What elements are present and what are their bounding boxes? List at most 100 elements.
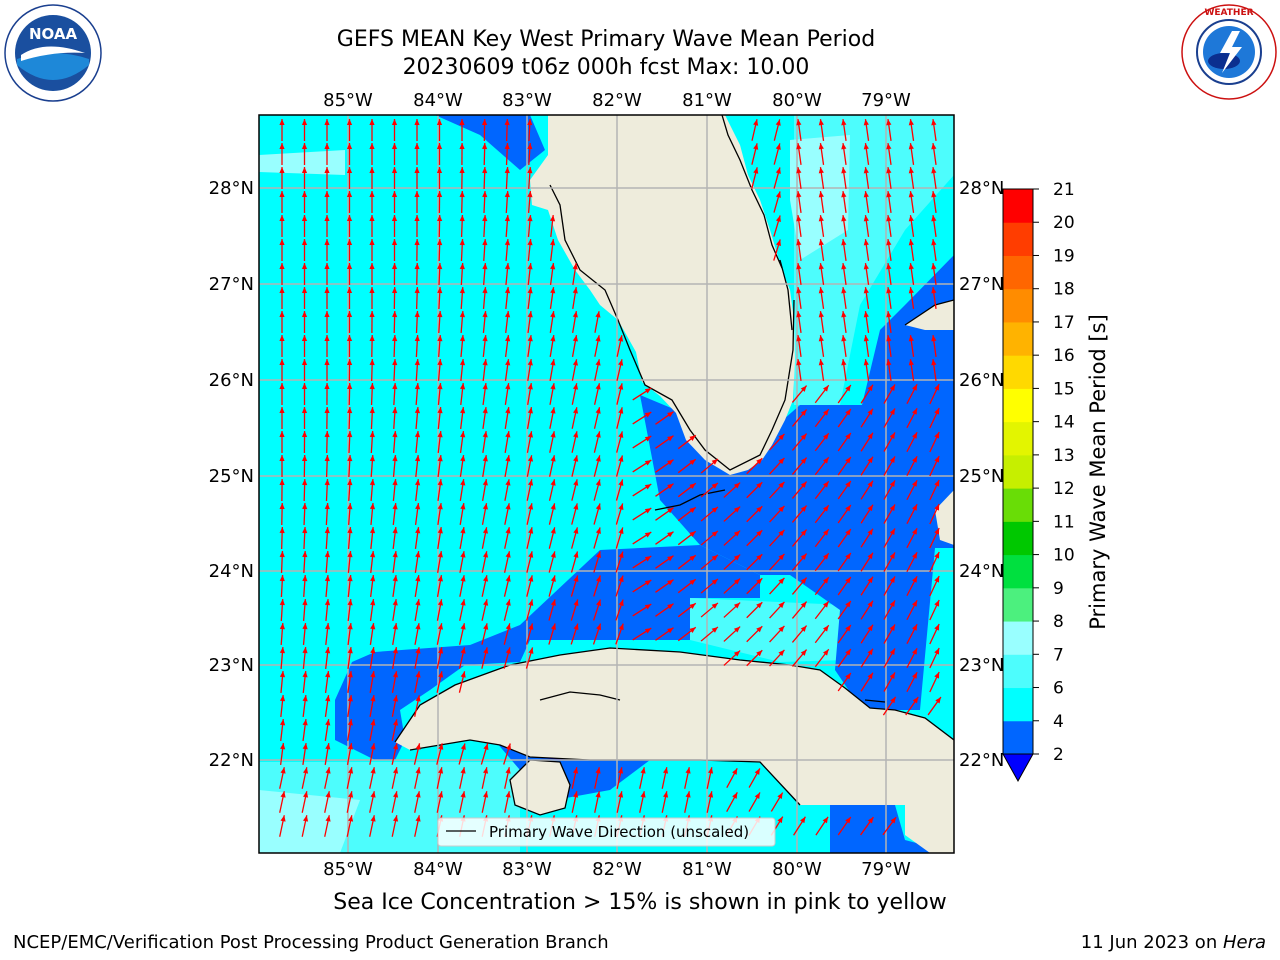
wave-arrow [726, 768, 738, 788]
wave-arrow [655, 483, 674, 497]
wave-arrow [459, 214, 465, 238]
wave-arrow [791, 433, 808, 451]
wave-arrow [324, 311, 330, 333]
wave-arrow [347, 623, 353, 645]
wave-arrow [723, 650, 741, 666]
wave-arrow [346, 358, 353, 382]
wave-arrow [929, 431, 940, 453]
wave-arrow [931, 215, 937, 237]
wave-arrow [615, 479, 624, 501]
wave-arrow [526, 407, 533, 429]
wave-arrow [504, 310, 511, 334]
wave-arrow [837, 576, 852, 596]
wave-arrow [279, 670, 286, 694]
wave-arrow [616, 407, 624, 429]
footer-credit: NCEP/EMC/Verification Post Processing Pr… [13, 932, 609, 953]
wave-arrow [860, 624, 874, 644]
wave-arrow [437, 238, 443, 262]
wave-direction-arrows [279, 118, 942, 837]
wave-arrow [459, 286, 465, 310]
wave-arrow [793, 816, 806, 836]
wave-arrow [369, 382, 375, 406]
wave-arrow [346, 791, 354, 813]
wave-arrow [818, 311, 825, 333]
colorbar: 2 4 6 7 8 9 10 11 12 13 14 15 16 17 18 19 20 21 [1002, 180, 1075, 783]
wave-arrow [632, 531, 652, 545]
wave-arrow [571, 479, 579, 501]
wave-arrow [814, 384, 830, 404]
wave-arrow [504, 479, 511, 501]
wave-arrow [818, 263, 825, 285]
wave-arrow [769, 457, 785, 475]
wave-arrow [392, 382, 398, 406]
wave-arrow [347, 406, 353, 430]
colorbar-tick-label: 18 [1053, 280, 1075, 300]
wave-arrow [773, 215, 781, 237]
wave-arrow [594, 791, 601, 813]
wave-arrow [504, 142, 510, 166]
wave-arrow [906, 479, 918, 501]
wave-arrow [302, 526, 308, 550]
wave-arrow [791, 577, 808, 595]
wave-arrow [347, 695, 353, 717]
wave-arrow [346, 287, 353, 309]
wave-arrow [302, 478, 308, 502]
wave-arrow [791, 625, 808, 643]
wave-arrow [746, 553, 763, 571]
wave-arrow [324, 167, 330, 189]
wave-arrow [324, 263, 330, 285]
wave-arrow [503, 647, 511, 669]
wave-arrow [279, 598, 285, 622]
wave-arrow [723, 506, 741, 522]
wave-arrow [571, 383, 579, 405]
colorbar-bin [1003, 720, 1033, 755]
wave-arrow [301, 167, 308, 189]
wave-arrow [324, 719, 331, 741]
wave-arrow [504, 238, 511, 262]
wave-arrow [886, 167, 892, 189]
wave-arrow [324, 119, 330, 141]
wave-arrow [748, 792, 761, 812]
wave-arrow [931, 335, 937, 357]
wave-arrow [504, 383, 511, 405]
wave-arrow [482, 383, 488, 405]
wave-arrow [391, 262, 398, 286]
wave-arrow [279, 407, 285, 429]
wave-arrow [414, 167, 420, 189]
wave-arrow [482, 238, 488, 262]
wave-arrow [437, 406, 443, 430]
wave-arrow [796, 167, 802, 189]
wave-arrow [437, 214, 443, 238]
lat-label-right: 25°N [959, 466, 1004, 487]
wave-arrow [837, 648, 852, 668]
wave-arrow [347, 719, 353, 741]
lat-labels-right: 28°N 27°N 26°N 25°N 24°N 23°N 22°N [959, 178, 1004, 771]
wave-arrow [841, 191, 847, 213]
wave-arrow [301, 215, 308, 237]
wave-arrow [414, 143, 420, 165]
wave-arrow [504, 118, 510, 142]
wave-arrow [549, 311, 556, 333]
wave-arrow [347, 574, 353, 598]
wave-arrow [837, 552, 852, 572]
wave-arrow [883, 480, 896, 500]
wave-arrow [616, 767, 624, 789]
wave-arrow [459, 190, 465, 214]
wave-arrow [746, 625, 763, 643]
colorbar-tick-label: 9 [1053, 579, 1064, 599]
wave-arrow [814, 576, 830, 596]
wave-arrow [301, 239, 308, 261]
wave-arrow [503, 743, 511, 765]
wave-arrow [302, 646, 308, 670]
wave-arrow [746, 481, 763, 499]
wave-arrow [700, 554, 719, 570]
wave-arrow [860, 432, 874, 452]
svg-text:WEATHER: WEATHER [1204, 8, 1253, 18]
wave-arrow [863, 215, 870, 237]
wave-arrow [929, 383, 940, 405]
wave-arrow [814, 408, 830, 428]
wave-arrow [414, 430, 421, 454]
wave-arrow [347, 502, 353, 526]
wave-arrow [482, 262, 488, 286]
wave-arrow [769, 649, 785, 667]
